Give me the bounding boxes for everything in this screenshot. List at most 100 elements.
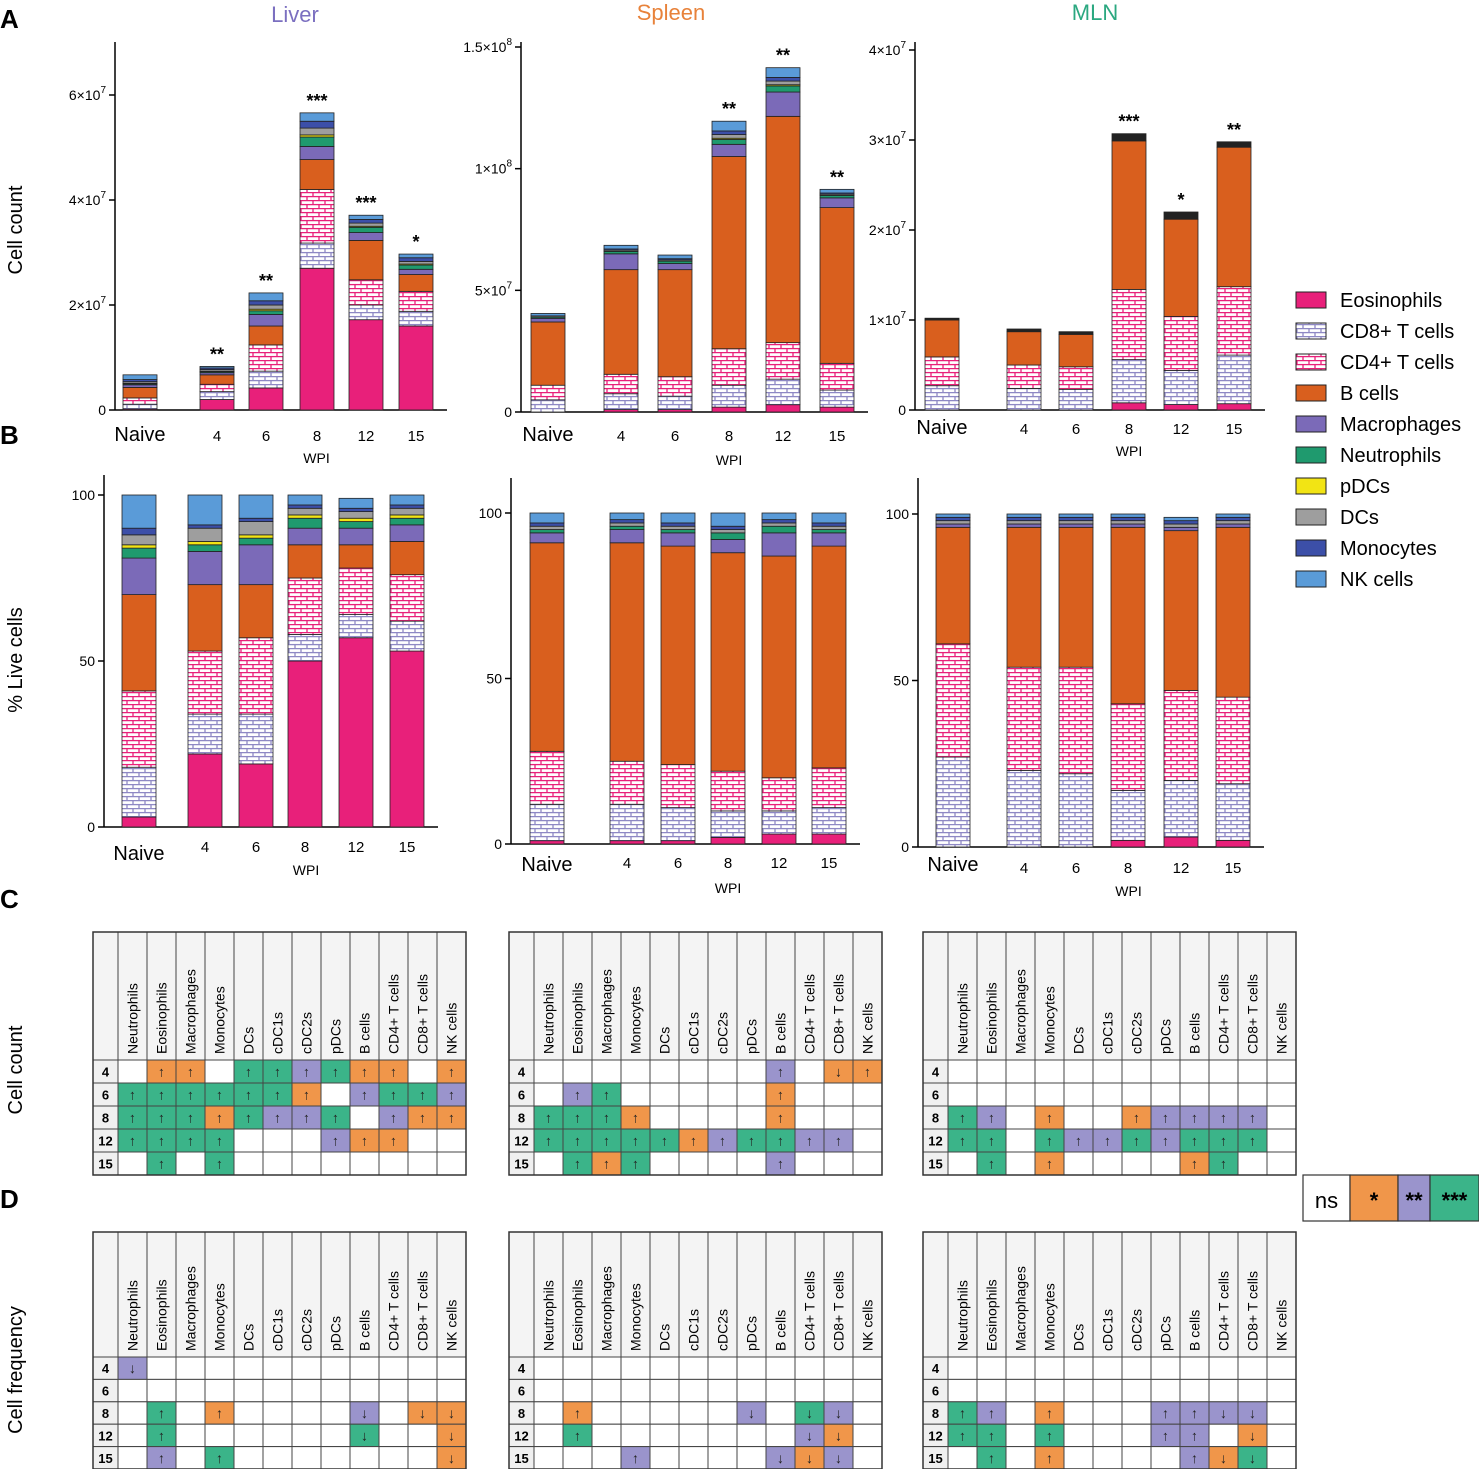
bar-8 xyxy=(710,512,746,845)
table-d-liver: Neutrophils Eosinophils Macrophages Monocyt… xyxy=(92,1231,467,1469)
bar-segment-monocytes xyxy=(711,130,747,135)
corner-cell xyxy=(508,1231,535,1358)
table-cell xyxy=(707,1356,738,1380)
bar-segment-cd4plus-t-cells xyxy=(248,344,284,372)
arrow-up-icon: ↑ xyxy=(361,1064,368,1080)
table-row: 4 ↑ ↑ ↑ ↑ ↑ ↑ ↑ ↑ ↑ xyxy=(92,1059,467,1084)
table-cell xyxy=(620,1059,651,1084)
table-cell xyxy=(1005,1401,1036,1425)
bar-15 xyxy=(389,494,425,828)
legend-label: Macrophages xyxy=(1340,414,1461,436)
legend-swatch xyxy=(1295,570,1327,588)
table-cell xyxy=(649,1105,680,1130)
table-cell xyxy=(262,1356,293,1380)
table-cell xyxy=(1237,1356,1268,1380)
table-cell xyxy=(1034,1356,1065,1380)
bar-segment-nk-cells xyxy=(389,494,425,506)
table-cell xyxy=(436,1356,467,1380)
bar-segment-macrophages xyxy=(529,532,565,544)
column-header-dcs: DCs xyxy=(241,1027,257,1054)
bar-segment-nk-cells xyxy=(121,494,157,529)
table-cell xyxy=(233,1128,264,1153)
arrow-up-icon: ↑ xyxy=(632,1110,639,1126)
column-header-monocytes: Monocytes xyxy=(212,986,228,1054)
table-cell xyxy=(175,1356,206,1380)
legend-label: CD4+ T cells xyxy=(1340,352,1454,374)
arrow-up-icon: ↑ xyxy=(245,1064,252,1080)
bar-12 xyxy=(1163,211,1199,411)
legend-label: Neutrophils xyxy=(1340,445,1441,467)
x-tick-label: 15 xyxy=(829,428,846,445)
bar-segment-macrophages xyxy=(657,263,693,271)
column-header-cd4plus-t-cells: CD4+ T cells xyxy=(386,1271,402,1351)
table-cell xyxy=(1121,1423,1152,1448)
bar-segment-eosinophils xyxy=(819,406,855,413)
bar-segment-nk-cells xyxy=(1215,513,1251,518)
column-header-pdcs: pDCs xyxy=(1158,1316,1174,1351)
table-cell xyxy=(320,1378,351,1403)
bar-segment-cd4plus-t-cells xyxy=(187,650,223,715)
arrow-down-icon: ↓ xyxy=(835,1064,842,1080)
table-c-mln: Neutrophils Eosinophils Macrophages Monocyt… xyxy=(922,931,1297,1176)
bar-segment-pdcs xyxy=(187,541,223,546)
significance-legend-label: *** xyxy=(1442,1188,1468,1213)
table-d-mln: Neutrophils Eosinophils Macrophages Monocyt… xyxy=(922,1231,1297,1469)
table-cell xyxy=(407,1446,438,1469)
x-tick-label: 15 xyxy=(408,428,425,445)
column-header-cell xyxy=(407,1231,438,1358)
table-cell xyxy=(291,1378,322,1403)
bar-segment-dcs xyxy=(1006,520,1042,525)
table-row: 6 ↑ ↑ ↑ ↑ ↑ ↑ ↑ ↑ ↑ ↑ ↑ xyxy=(92,1082,467,1107)
significance-swatch xyxy=(1349,1174,1399,1222)
bar-segment-cd4plus-t-cells xyxy=(660,764,696,808)
bar-segment-macrophages xyxy=(1006,523,1042,528)
bar-segment-monocytes xyxy=(1006,516,1042,522)
bar-segment-cd4plus-t-cells xyxy=(609,760,645,805)
y-tick-label: 1.5×108 xyxy=(463,37,512,55)
column-header-b-cells: B cells xyxy=(1187,1310,1203,1351)
arrow-up-icon: ↑ xyxy=(545,1133,552,1149)
table-cell xyxy=(1034,1082,1065,1107)
table-cell xyxy=(976,1059,1007,1084)
significance-label: *** xyxy=(1118,112,1139,132)
table-cell xyxy=(117,1059,148,1084)
arrow-up-icon: ↑ xyxy=(390,1087,397,1103)
column-header-pdcs: pDCs xyxy=(1158,1019,1174,1054)
table-cell xyxy=(1121,1401,1152,1425)
arrow-up-icon: ↑ xyxy=(603,1133,610,1149)
table-cell xyxy=(262,1378,293,1403)
table-row: 8 ↑ ↑ ↑ ↑ ↑ ↓ ↓ xyxy=(922,1401,1297,1425)
bar-segment-pdcs xyxy=(238,534,274,539)
row-label: 12 xyxy=(928,1428,942,1443)
bar-segment-pdcs xyxy=(287,514,323,519)
column-header-cell xyxy=(1208,931,1239,1061)
table-cell xyxy=(1266,1128,1297,1153)
table-cell xyxy=(407,1128,438,1153)
column-header-cell xyxy=(378,931,409,1061)
bar-segment-monocytes xyxy=(248,300,284,306)
arrow-down-icon: ↓ xyxy=(806,1405,813,1421)
bar-segment-nk-cells xyxy=(1006,513,1042,518)
bar-segment-nk-cells xyxy=(287,494,323,506)
legend-swatch xyxy=(1295,539,1327,557)
column-header-eosinophils: Eosinophils xyxy=(154,1279,170,1351)
legend-swatch xyxy=(1295,477,1327,495)
table-row: 6 xyxy=(922,1082,1297,1107)
legend-item-b-cells: B cells xyxy=(1295,383,1399,405)
bar-segment-dcs xyxy=(811,525,847,530)
table-cell xyxy=(707,1446,738,1469)
bar-segment-b-cells xyxy=(811,545,847,769)
arrow-up-icon: ↑ xyxy=(988,1110,995,1126)
column-header-cell xyxy=(591,1231,622,1358)
row-label: 15 xyxy=(928,1451,942,1466)
bar-segment-nk-cells xyxy=(187,494,223,526)
column-header-cell xyxy=(233,931,264,1061)
table-cell xyxy=(117,1401,148,1425)
bar-segment-macrophages xyxy=(765,91,801,117)
bar-segment-cd4plus-t-cells xyxy=(338,567,374,615)
arrow-up-icon: ↑ xyxy=(1075,1133,1082,1149)
table-cell xyxy=(1237,1059,1268,1084)
table-cell xyxy=(1092,1423,1123,1448)
bar-segment-cd4plus-t-cells xyxy=(1110,703,1146,791)
table-cell xyxy=(1266,1105,1297,1130)
